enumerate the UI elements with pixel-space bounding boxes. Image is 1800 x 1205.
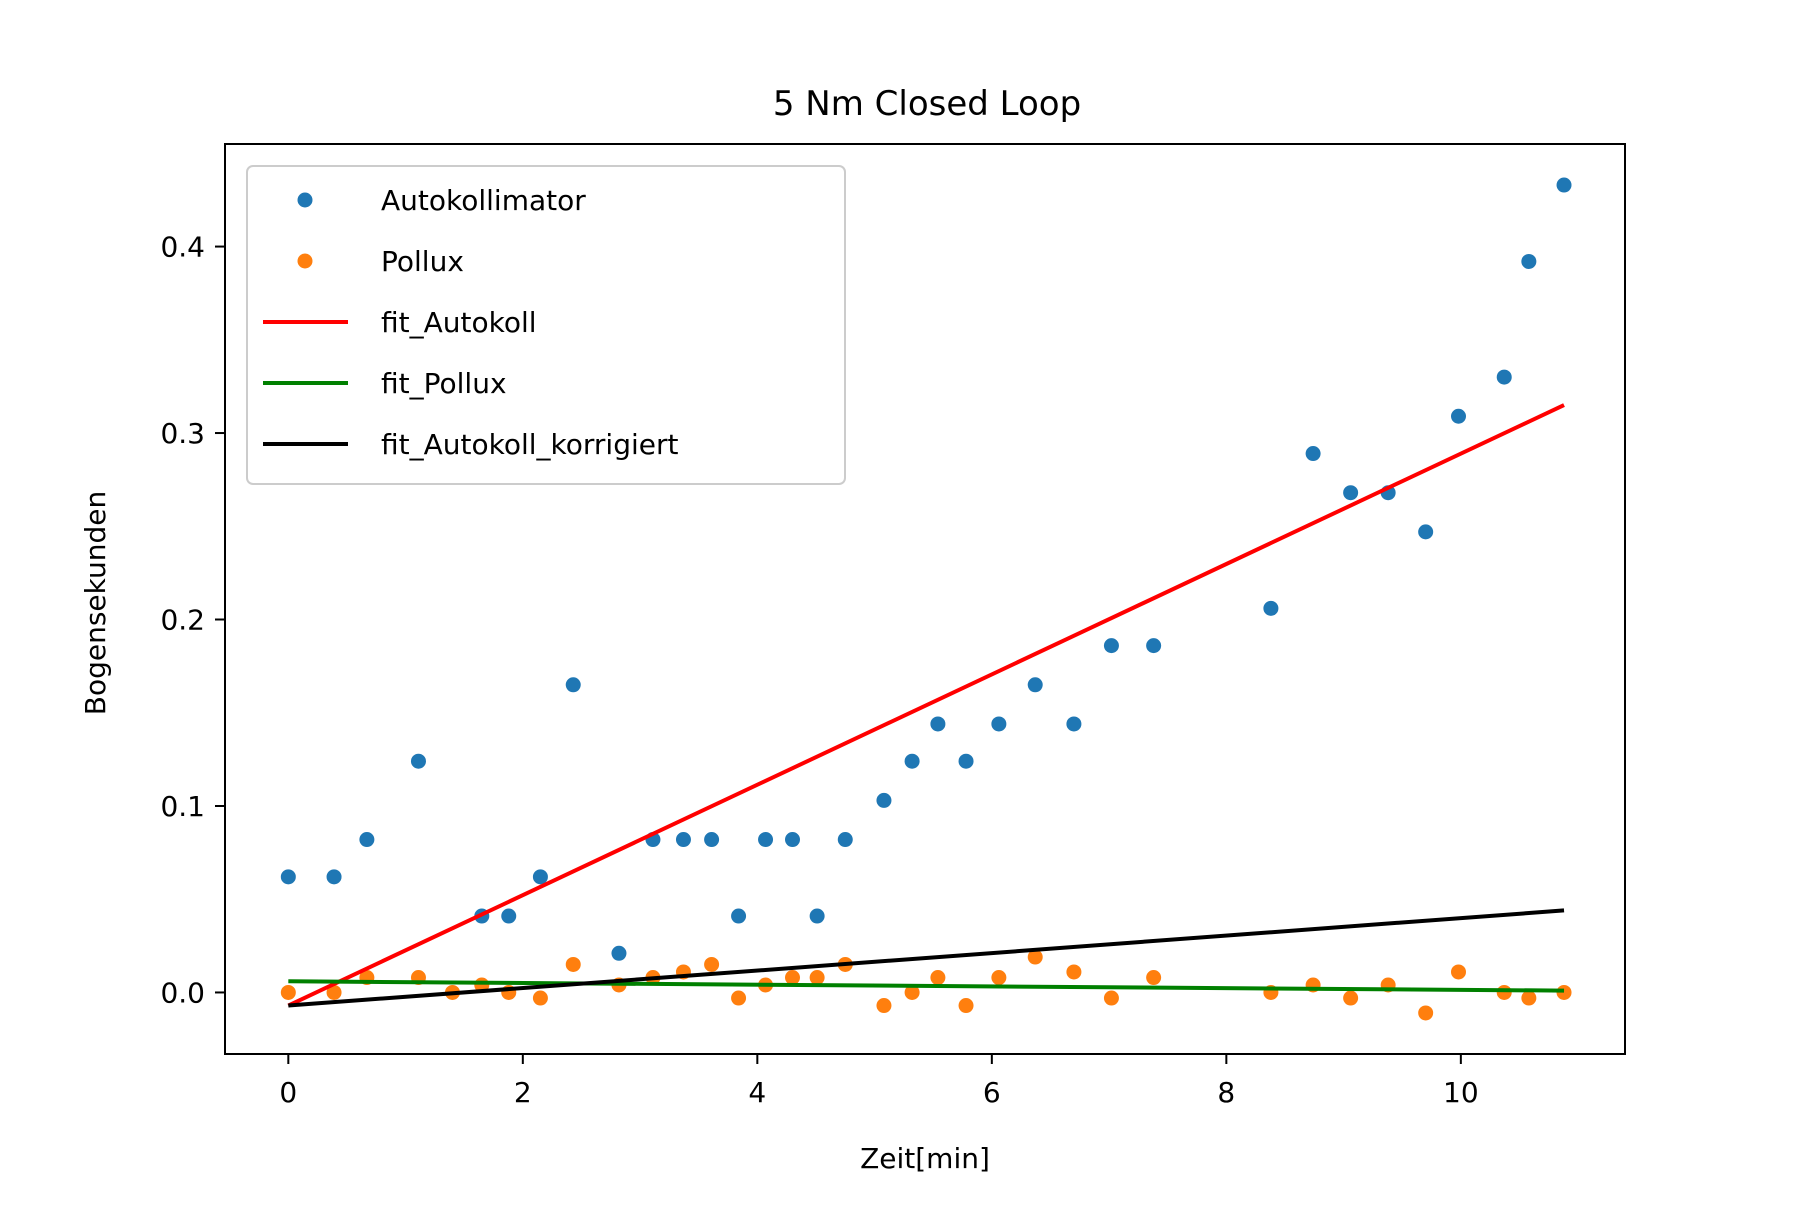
data-point: [565, 677, 581, 693]
data-point: [904, 984, 920, 1000]
legend: Autokollimator Pollux fit_Autokoll fit_Poll…: [246, 165, 846, 485]
legend-marker: [297, 253, 313, 269]
data-point: [1451, 964, 1466, 980]
data-point: [876, 792, 892, 808]
data-point: [785, 970, 800, 986]
data-point: [1343, 485, 1359, 501]
data-point: [1027, 949, 1043, 965]
y-tick-label: 0.0: [160, 976, 205, 1009]
data-point: [1146, 970, 1162, 986]
data-point: [359, 832, 375, 848]
data-point: [501, 908, 517, 924]
legend-marker: [297, 192, 313, 208]
data-point: [326, 869, 342, 885]
data-point: [785, 832, 800, 848]
data-point: [731, 908, 747, 924]
axes-frame: [224, 143, 1626, 1055]
data-point: [410, 753, 426, 769]
data-point: [1418, 1005, 1434, 1021]
data-point: [758, 832, 774, 848]
x-tick-label: 4: [748, 1076, 766, 1109]
data-point: [1263, 600, 1279, 616]
data-point: [809, 970, 825, 986]
x-tick-label: 0: [279, 1076, 297, 1109]
x-tick-label: 8: [1217, 1076, 1235, 1109]
legend-label: fit_Pollux: [381, 367, 507, 400]
data-point: [565, 956, 581, 972]
series-autokollimator: [280, 177, 1572, 961]
data-point: [280, 869, 296, 885]
data-point: [1103, 638, 1119, 654]
data-point: [1496, 984, 1512, 1000]
data-point: [1066, 964, 1082, 980]
data-point: [930, 716, 946, 732]
data-point: [1556, 177, 1572, 193]
legend-box: [246, 165, 846, 485]
x-tick-label: 2: [514, 1076, 532, 1109]
data-point: [904, 753, 920, 769]
data-point: [532, 990, 548, 1006]
data-point: [1103, 990, 1119, 1006]
data-point: [958, 998, 974, 1014]
data-point: [532, 869, 548, 885]
data-point: [930, 970, 946, 986]
fit-line-fit-pollux: [288, 979, 1565, 993]
data-point: [1066, 716, 1082, 732]
data-point: [731, 990, 747, 1006]
legend-label: Autokollimator: [381, 184, 586, 217]
data-point: [1305, 446, 1321, 462]
x-axis-label: Zeit[min]: [860, 1142, 990, 1175]
data-point: [704, 832, 720, 848]
legend-entry: fit_Pollux: [263, 367, 507, 400]
x-tick-label: 10: [1443, 1076, 1479, 1109]
data-point: [1496, 369, 1512, 385]
y-tick-label: 0.3: [160, 417, 205, 450]
y-axis: 0.0 0.1 0.2 0.3 0.4: [160, 231, 225, 1009]
data-point: [1521, 253, 1537, 269]
data-point: [675, 832, 691, 848]
fit-line-fit-autokoll: [287, 403, 1565, 1008]
data-point: [991, 716, 1007, 732]
data-point: [1451, 408, 1466, 424]
legend-label: Pollux: [381, 245, 464, 278]
legend-entry: Autokollimator: [297, 184, 586, 217]
legend-entry: fit_Autokoll: [263, 306, 537, 339]
data-point: [1418, 524, 1434, 540]
x-axis: 0 2 4 6 8 10: [279, 1054, 1479, 1109]
data-point: [1521, 990, 1537, 1006]
data-point: [958, 753, 974, 769]
data-point: [809, 908, 825, 924]
x-tick-label: 6: [983, 1076, 1001, 1109]
data-point: [876, 998, 892, 1014]
plot-area: [280, 177, 1572, 1021]
data-point: [611, 945, 627, 961]
data-point: [991, 970, 1007, 986]
y-axis-label: Bogensekunden: [79, 491, 112, 716]
data-point: [837, 832, 853, 848]
legend-entry: fit_Autokoll_korrigiert: [263, 428, 678, 461]
legend-label: fit_Autokoll_korrigiert: [381, 428, 678, 461]
legend-label: fit_Autokoll: [381, 306, 537, 339]
data-point: [280, 984, 296, 1000]
fit-line-fit-autokoll-korrigiert: [288, 908, 1565, 1008]
data-point: [326, 984, 342, 1000]
y-tick-label: 0.1: [160, 790, 205, 823]
data-point: [1146, 638, 1162, 654]
legend-entry: Pollux: [297, 245, 464, 278]
y-tick-label: 0.2: [160, 604, 205, 637]
data-point: [1343, 990, 1359, 1006]
chart-title: 5 Nm Closed Loop: [773, 84, 1081, 124]
y-tick-label: 0.4: [160, 231, 205, 264]
data-point: [704, 956, 720, 972]
data-point: [1027, 677, 1043, 693]
